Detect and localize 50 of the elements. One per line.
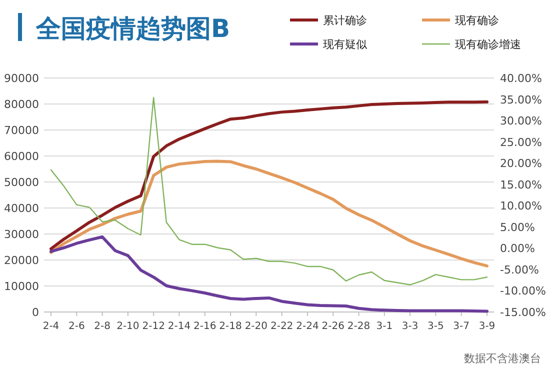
y-tick-label: 70000 bbox=[4, 124, 39, 137]
y2-tick-label: -5.00% bbox=[500, 263, 539, 276]
x-tick-label: 2-18 bbox=[219, 321, 242, 332]
y-tick-label: 0 bbox=[32, 306, 39, 319]
y-tick-label: 50000 bbox=[4, 176, 39, 189]
y2-tick-label: 40.00% bbox=[500, 72, 542, 85]
y-tick-label: 20000 bbox=[4, 254, 39, 267]
x-tick-label: 3-9 bbox=[478, 321, 496, 332]
y-tick-label: 40000 bbox=[4, 202, 39, 215]
y2-tick-label: 35.00% bbox=[500, 93, 542, 106]
y2-tick-label: 20.00% bbox=[500, 157, 542, 170]
x-tick-label: 2-20 bbox=[244, 321, 268, 332]
legend-label: 现有疑似 bbox=[323, 38, 367, 51]
x-tick-label: 2-16 bbox=[194, 321, 216, 332]
x-tick-label: 3-3 bbox=[402, 321, 418, 332]
y2-tick-label: 0.00% bbox=[500, 242, 535, 256]
y2-tick-label: -15.00% bbox=[500, 306, 546, 319]
legend-label: 累计确诊 bbox=[323, 14, 367, 27]
line-series bbox=[50, 235, 488, 313]
line-series bbox=[50, 160, 488, 268]
chart-title: 全国疫情趋势图B bbox=[35, 14, 230, 43]
legend-label: 现有确诊 bbox=[455, 14, 499, 27]
x-tick-label: 2-8 bbox=[94, 321, 110, 332]
y-tick-label: 10000 bbox=[4, 280, 39, 293]
legend-label: 现有确诊增速 bbox=[455, 38, 521, 51]
line-series bbox=[50, 96, 488, 286]
x-tick-label: 2-6 bbox=[68, 321, 85, 332]
x-tick-label: 2-24 bbox=[296, 321, 319, 332]
line-series bbox=[50, 100, 488, 250]
y-tick-label: 60000 bbox=[4, 150, 39, 163]
x-tick-label: 2-4 bbox=[42, 321, 60, 332]
x-tick-label: 3-1 bbox=[376, 321, 393, 332]
y2-tick-label: 30.00% bbox=[500, 114, 542, 128]
text: 数据不含港澳台 bbox=[464, 352, 541, 365]
y-tick-label: 30000 bbox=[4, 228, 39, 241]
y2-tick-label: 15.00% bbox=[500, 178, 542, 192]
y-tick-label: 90000 bbox=[4, 72, 39, 85]
x-tick-label: 2-26 bbox=[322, 321, 344, 332]
x-tick-label: 2-14 bbox=[168, 321, 191, 332]
y-tick-label: 80000 bbox=[4, 98, 39, 111]
y2-tick-label: -10.00% bbox=[500, 284, 546, 298]
y2-tick-label: 5.00% bbox=[500, 220, 535, 234]
x-tick-label: 2-12 bbox=[142, 321, 165, 332]
y2-tick-label: 10.00% bbox=[500, 200, 542, 213]
x-tick-label: 3-7 bbox=[453, 321, 470, 332]
x-tick-label: 2-10 bbox=[116, 321, 140, 332]
y2-tick-label: 25.00% bbox=[500, 136, 542, 149]
x-tick-label: 3-5 bbox=[428, 321, 444, 332]
x-tick-label: 2-22 bbox=[270, 321, 294, 332]
x-tick-label: 2-28 bbox=[347, 321, 370, 332]
